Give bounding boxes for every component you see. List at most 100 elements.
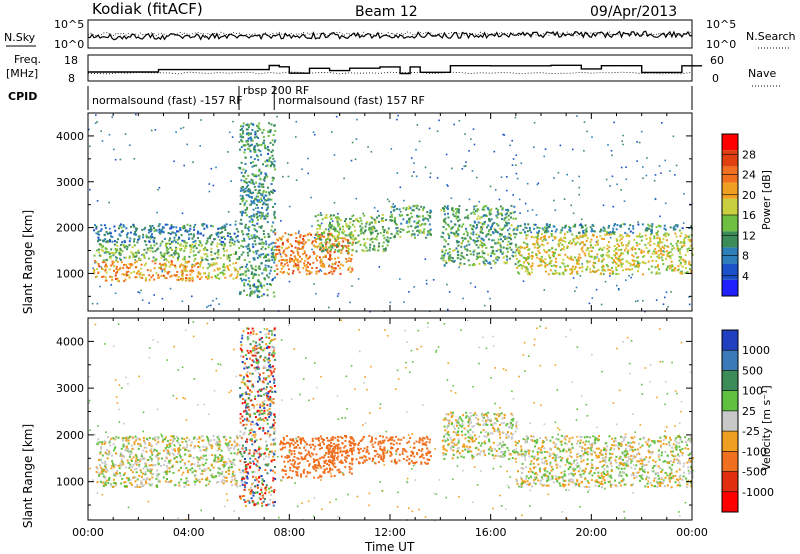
echo-cell xyxy=(163,255,165,258)
echo-cell xyxy=(156,486,159,489)
echo-cell xyxy=(197,461,200,464)
echo-cell xyxy=(336,220,339,223)
scatter-cell xyxy=(653,477,656,480)
echo-cell xyxy=(181,239,184,242)
echo-cell xyxy=(324,248,327,251)
scatter-cell xyxy=(514,116,517,119)
echo-cell xyxy=(158,276,160,279)
echo-cell xyxy=(206,267,209,270)
echo-cell xyxy=(518,272,521,275)
echo-cell xyxy=(273,210,276,213)
scatter-cell xyxy=(237,166,240,169)
echo-cell xyxy=(669,264,672,267)
echo-cell xyxy=(201,478,204,481)
echo-cell xyxy=(243,151,246,154)
echo-cell xyxy=(144,446,147,449)
echo-cell xyxy=(146,469,149,472)
echo-cell xyxy=(334,228,337,231)
noise-tick-right-bottom: 10^0 xyxy=(706,38,736,51)
echo-cell xyxy=(192,235,195,238)
echo-cell xyxy=(252,236,255,239)
echo-cell xyxy=(525,242,528,245)
echo-cell xyxy=(579,242,582,245)
echo-cell xyxy=(270,242,273,245)
scatter-cell xyxy=(429,176,431,179)
scatter-cell xyxy=(208,413,210,416)
echo-cell xyxy=(300,241,303,244)
echo-cell xyxy=(108,441,111,444)
echo-cell xyxy=(407,207,410,210)
echo-cell xyxy=(165,265,168,268)
scatter-cell xyxy=(280,339,283,341)
echo-cell xyxy=(219,460,222,463)
echo-cell xyxy=(236,272,239,275)
echo-cell xyxy=(550,233,553,236)
echo-cell xyxy=(234,223,237,226)
echo-cell xyxy=(417,225,419,228)
echo-cell xyxy=(130,272,133,274)
echo-cell xyxy=(275,248,278,251)
echo-cell xyxy=(286,264,289,267)
echo-cell xyxy=(689,264,692,266)
echo-cell xyxy=(122,243,125,246)
echo-cell xyxy=(331,224,334,227)
scatter-cell xyxy=(511,164,514,166)
scatter-cell xyxy=(119,257,121,260)
scatter-cell xyxy=(529,489,532,492)
echo-cell xyxy=(128,263,131,266)
echo-cell xyxy=(127,274,130,277)
echo-cell xyxy=(526,261,529,264)
echo-cell xyxy=(242,251,245,254)
echo-cell xyxy=(96,268,99,270)
echo-cell xyxy=(257,237,260,240)
scatter-cell xyxy=(682,222,685,224)
echo-cell xyxy=(165,448,168,451)
echo-cell xyxy=(601,266,604,269)
scatter-cell xyxy=(415,175,418,178)
echo-cell xyxy=(97,240,99,243)
echo-cell xyxy=(563,236,566,239)
scatter-cell xyxy=(547,475,550,477)
scatter-cell xyxy=(138,375,140,378)
echo-cell xyxy=(166,451,169,454)
echo-cell xyxy=(483,252,486,255)
echo-cell xyxy=(220,449,223,452)
echo-cell xyxy=(581,226,584,229)
echo-cell xyxy=(223,463,226,466)
echo-cell xyxy=(257,219,259,222)
echo-cell xyxy=(676,248,679,251)
echo-cell xyxy=(640,239,643,242)
echo-cell xyxy=(113,472,116,475)
echo-cell xyxy=(262,243,265,245)
echo-cell xyxy=(355,250,358,253)
echo-cell xyxy=(442,254,445,257)
echo-cell xyxy=(394,217,397,219)
echo-cell xyxy=(563,248,566,251)
echo-cell xyxy=(361,226,364,229)
echo-cell xyxy=(314,215,317,218)
echo-cell xyxy=(200,276,203,279)
echo-cell xyxy=(198,467,201,470)
echo-cell xyxy=(680,272,683,275)
echo-cell xyxy=(289,243,292,246)
scatter-cell xyxy=(377,210,379,212)
echo-cell xyxy=(581,246,584,249)
echo-cell xyxy=(257,189,260,192)
echo-cell xyxy=(161,440,164,443)
echo-cell xyxy=(155,258,158,261)
echo-cell xyxy=(125,439,128,442)
echo-cell xyxy=(411,215,414,218)
echo-cell xyxy=(242,122,245,125)
echo-cell xyxy=(477,239,479,242)
echo-cell xyxy=(506,212,508,215)
echo-cell xyxy=(225,462,228,465)
echo-cell xyxy=(573,225,576,228)
echo-cell xyxy=(688,236,691,239)
echo-cell xyxy=(143,228,146,231)
echo-cell xyxy=(197,441,200,444)
scatter-cell xyxy=(539,364,542,367)
echo-cell xyxy=(549,256,552,259)
echo-cell xyxy=(677,240,680,243)
echo-cell xyxy=(317,214,320,216)
echo-cell xyxy=(146,247,149,250)
